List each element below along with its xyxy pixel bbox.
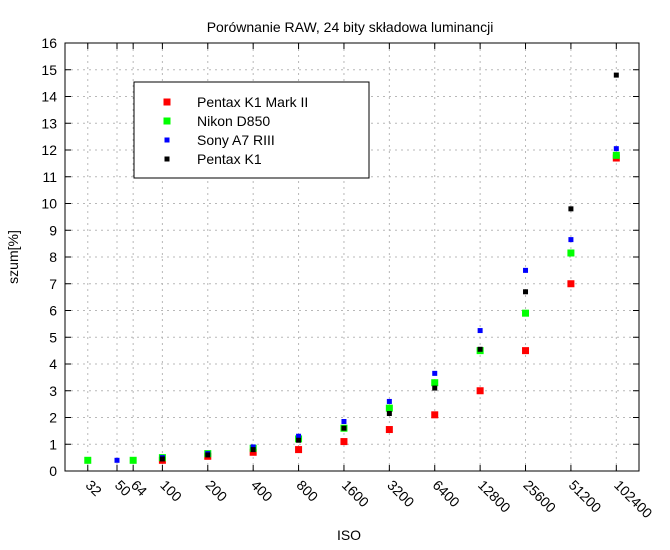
y-tick-label: 7 [49,276,57,292]
data-point [477,346,483,352]
y-tick-label: 14 [41,89,57,105]
data-point [613,72,619,78]
data-point [341,419,347,425]
data-point [432,385,438,391]
y-tick-label: 8 [49,249,57,265]
x-tick-label: 100 [157,477,185,505]
y-tick-label: 15 [41,62,57,78]
data-point [84,456,92,464]
data-series [84,72,620,464]
data-point [567,249,575,257]
data-point [612,151,620,159]
y-tick-label: 11 [42,169,57,185]
data-point [568,237,574,243]
y-tick-label: 12 [41,142,57,158]
data-point [296,433,302,439]
data-point [432,370,438,376]
y-tick-label: 9 [49,222,57,238]
data-point [385,426,393,434]
y-axis-label: szum[%] [5,230,21,284]
data-point [340,438,348,446]
x-tick-label: 200 [203,477,231,505]
data-point [523,289,529,295]
plot-frame [64,42,640,472]
data-point [431,411,439,419]
legend-label: Pentax K1 [197,151,262,167]
legend-label: Nikon D850 [197,113,270,129]
data-point [613,146,619,152]
y-tick-label: 13 [41,115,57,131]
x-tick-label: 25600 [520,477,559,516]
legend-label: Pentax K1 Mark II [197,94,308,110]
legend-marker [164,156,170,162]
y-tick-label: 4 [49,356,57,372]
data-point [296,437,302,443]
x-tick-label: 51200 [566,477,605,516]
data-point [567,280,575,288]
data-point [522,347,530,355]
x-tick-label: 64 [128,477,150,499]
data-point [431,379,439,387]
data-point [114,457,120,463]
x-tick-label: 12800 [475,477,514,516]
x-tick-label: 6400 [430,477,463,510]
legend-marker [164,137,170,143]
legend-marker [163,117,171,125]
data-point [523,267,529,273]
legend-marker [163,98,171,106]
x-tick-label: 102400 [611,477,655,521]
x-axis-label: ISO [337,527,361,543]
y-tick-label: 0 [49,463,57,479]
data-point [159,456,165,462]
x-tick-label: 1600 [339,477,372,510]
y-tick-label: 1 [49,436,57,452]
y-tick-label: 10 [41,196,57,212]
data-point [205,452,211,458]
series-3 [159,72,619,462]
data-point [385,404,393,412]
data-point [250,447,256,453]
data-point [249,448,257,456]
x-tick-label: 800 [293,477,321,505]
legend-label: Sony A7 RIII [197,132,275,148]
series-2 [114,146,619,463]
y-tick-label: 6 [49,303,57,319]
data-point [386,398,392,404]
y-tick-label: 5 [49,329,57,345]
y-tick-label: 3 [49,383,57,399]
data-point [129,456,137,464]
data-point [477,328,483,334]
x-tick-label: 400 [248,477,276,505]
x-tick-label: 32 [83,477,105,499]
data-point [250,444,256,450]
x-tick-label: 3200 [384,477,417,510]
data-point [341,425,347,431]
y-tick-label: 16 [41,35,57,51]
chart-title: Porównanie RAW, 24 bity składowa luminan… [207,19,494,35]
data-point [522,309,530,317]
data-point [386,410,392,416]
y-tick-label: 2 [49,410,57,426]
legend: Pentax K1 Mark II Nikon D850 Sony A7 RIII P… [133,81,370,179]
data-point [295,446,303,454]
data-point [476,387,484,395]
data-point [568,206,574,212]
legend-box [133,81,370,179]
